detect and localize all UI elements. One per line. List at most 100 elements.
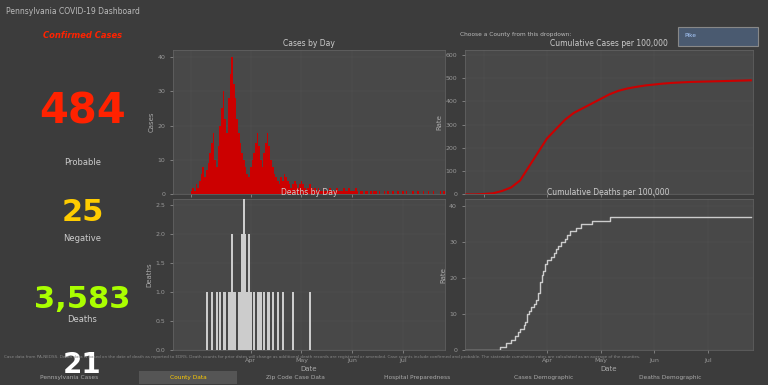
Bar — [266, 132, 269, 194]
Bar — [216, 167, 217, 194]
Bar — [333, 191, 335, 194]
Bar — [247, 174, 248, 194]
Bar — [346, 191, 348, 194]
Bar — [397, 191, 399, 194]
Text: Confirmed Cases: Confirmed Cases — [43, 30, 122, 40]
Bar — [353, 191, 355, 194]
Bar — [323, 187, 324, 194]
Bar — [206, 170, 207, 194]
Text: Deaths Demographic: Deaths Demographic — [639, 375, 701, 380]
Bar — [309, 292, 311, 350]
Bar — [338, 191, 339, 194]
Bar — [248, 234, 250, 350]
Bar — [204, 177, 206, 194]
Bar — [237, 119, 238, 194]
Bar — [428, 191, 429, 194]
Bar — [238, 132, 240, 194]
Bar — [292, 292, 294, 350]
Bar — [311, 187, 313, 194]
Bar — [277, 181, 279, 194]
Bar — [245, 234, 247, 350]
Bar — [316, 191, 318, 194]
Bar — [230, 74, 231, 194]
Bar — [234, 98, 237, 194]
Bar — [266, 292, 269, 350]
Bar — [273, 174, 275, 194]
Bar — [275, 177, 277, 194]
Bar — [360, 191, 362, 194]
Bar — [197, 187, 199, 194]
Bar — [296, 184, 297, 194]
Bar — [319, 191, 321, 194]
Bar — [309, 184, 311, 194]
Y-axis label: Deaths: Deaths — [147, 263, 153, 287]
Bar — [387, 191, 389, 194]
Bar — [314, 187, 316, 194]
Bar — [303, 184, 304, 194]
Bar — [349, 191, 352, 194]
Bar — [287, 181, 289, 194]
Bar — [199, 181, 200, 194]
Y-axis label: Rate: Rate — [440, 267, 446, 283]
Text: Zip Code Case Data: Zip Code Case Data — [266, 375, 325, 380]
Bar — [331, 191, 333, 194]
Bar — [299, 184, 300, 194]
Bar — [282, 181, 283, 194]
Bar — [217, 146, 220, 194]
Bar — [211, 292, 213, 350]
Title: Cumulative Deaths per 100,000: Cumulative Deaths per 100,000 — [548, 188, 670, 197]
Text: Cases Demographic: Cases Demographic — [514, 375, 573, 380]
Bar — [263, 153, 265, 194]
Bar — [370, 191, 372, 194]
Bar — [224, 292, 226, 350]
Text: Pike: Pike — [684, 33, 697, 38]
Bar — [326, 191, 328, 194]
Bar — [253, 292, 255, 350]
Bar — [379, 191, 380, 194]
Bar — [241, 153, 243, 194]
Text: Negative: Negative — [64, 234, 101, 243]
Bar — [255, 143, 257, 194]
Bar — [392, 191, 394, 194]
Bar — [297, 187, 299, 194]
Bar — [366, 191, 369, 194]
Bar — [213, 132, 214, 194]
Bar — [257, 292, 258, 350]
Bar — [321, 191, 323, 194]
Bar — [412, 191, 414, 194]
Bar — [258, 292, 260, 350]
Bar — [200, 174, 203, 194]
Bar — [220, 292, 221, 350]
Text: Pennsylvania COVID-19 Dashboard: Pennsylvania COVID-19 Dashboard — [6, 7, 140, 17]
Title: Cases by Day: Cases by Day — [283, 39, 335, 48]
Bar — [324, 191, 326, 194]
Bar — [257, 132, 258, 194]
Bar — [263, 292, 265, 350]
Bar — [250, 292, 252, 350]
Bar — [192, 187, 194, 194]
Bar — [292, 184, 294, 194]
Bar — [262, 167, 263, 194]
Bar — [375, 191, 377, 194]
Bar — [216, 292, 217, 350]
X-axis label: Date: Date — [601, 210, 617, 216]
Bar — [223, 91, 224, 194]
Bar — [272, 292, 273, 350]
Bar — [341, 191, 343, 194]
Bar — [207, 164, 209, 194]
Bar — [339, 191, 341, 194]
Bar — [406, 191, 407, 194]
Bar — [139, 372, 237, 384]
Bar — [196, 184, 197, 194]
Bar — [252, 160, 253, 194]
Bar — [231, 234, 233, 350]
Bar — [443, 191, 445, 194]
Bar — [231, 57, 233, 194]
Bar — [362, 191, 363, 194]
Bar — [209, 153, 211, 194]
Bar — [253, 153, 255, 194]
Y-axis label: Rate: Rate — [436, 114, 442, 130]
Bar — [313, 191, 314, 194]
Bar — [282, 292, 283, 350]
Bar — [345, 191, 346, 194]
